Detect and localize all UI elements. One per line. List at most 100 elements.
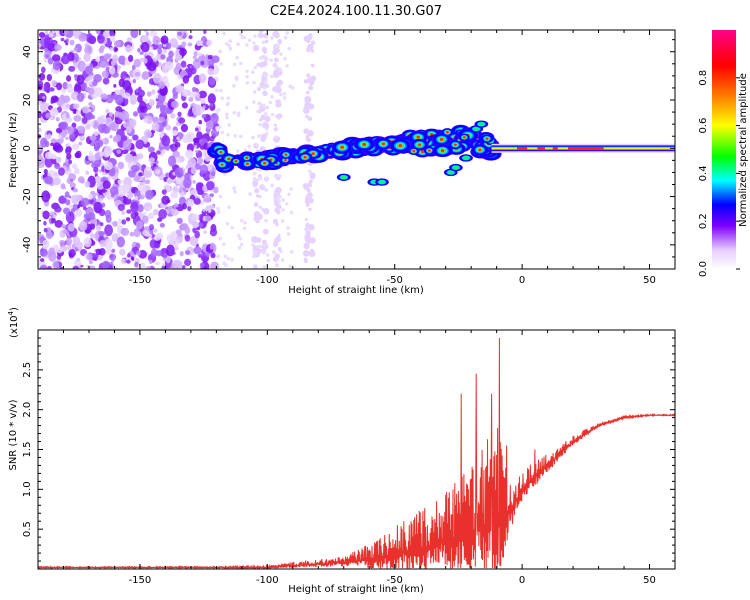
spectrogram-noise-dot [49,87,55,92]
spectrogram-noise-dot [197,52,203,57]
spectrogram-noise-dot [155,168,161,175]
spectrogram-faint-dot [285,31,290,35]
spectrogram-noise-dot [198,222,204,228]
spectrogram-faint-dot [273,123,277,127]
spectrogram-faint-dot [273,57,279,63]
spectrogram-noise-dot [143,129,152,139]
spectrogram-faint-dot [245,74,249,79]
spectrogram-noise-dot [149,224,154,229]
spectrogram-noise-dot [60,183,66,190]
spectrogram-noise-dot [180,123,188,133]
spectrogram-noise-dot [88,265,96,269]
spectrogram-noise-dot [197,253,203,258]
spectrogram-noise-dot [72,188,79,193]
spectrogram-faint-dot [227,44,232,48]
spectrogram-ridge-blob [427,149,431,152]
spectrogram-noise-dot [103,53,111,60]
spectrogram-faint-dot [273,174,278,178]
spectrogram-faint-dot [277,233,281,237]
spectrogram-faint-dot [307,224,315,231]
spectrogram-faint-dot [263,73,268,77]
spectrogram-noise-dot [131,256,135,261]
spectrogram-noise-dot [209,193,215,198]
spectrogram-noise-dot [136,250,141,256]
spectrogram-noise-dot [134,196,139,201]
spectrogram-faint-dot [275,99,279,104]
spectrogram-faint-dot [216,108,221,112]
spectrogram-faint-dot [225,115,229,120]
spectrogram-noise-dot [207,55,213,60]
spectrogram-noise-dot [96,181,105,190]
spectrogram-noise-dot [38,111,42,119]
spectrogram-noise-dot [72,108,77,114]
spectrogram-noise-dot [121,183,131,192]
spectrogram-faint-dot [223,254,228,259]
spectrogram-noise-dot [198,119,203,125]
y-tick-label: 2.0 [22,402,33,418]
spectrogram-noise-dot [159,105,166,112]
spectrogram-noise-dot [205,180,215,191]
spectrogram-noise-dot [209,244,214,250]
spectrogram-faint-dot [239,134,243,139]
spectrogram-noise-dot [188,97,194,102]
spectrogram-noise-dot [40,66,46,74]
spectrogram-faint-dot [259,56,263,60]
spectrogram-noise-dot [120,210,126,215]
spectrogram-ridge-blob [340,175,347,180]
spectrogram-noise-dot [213,186,219,194]
spectrogram-faint-dot [218,236,223,241]
spectrogram-noise-dot [71,194,79,205]
spectrogram-faint-dot [261,185,266,189]
spectrogram-faint-dot [287,46,292,51]
spectrogram-noise-dot [195,182,204,190]
spectrogram-faint-dot [257,168,262,172]
spectrogram-noise-dot [133,228,141,238]
spectrogram-noise-dot [87,87,95,95]
spectrogram-faint-dot [275,204,282,210]
spectrogram-ridge-blob [219,150,223,154]
spectrogram-faint-dot [308,179,313,184]
spectrogram-faint-dot [274,44,279,49]
x-tick-label: -100 [256,275,279,286]
chart-title: C2E4.2024.100.11.30.G07 [270,4,442,19]
spectrogram-noise-dot [207,93,216,105]
snr-x-label: Height of straight line (km) [288,584,424,595]
spectrogram-noise-dot [113,84,117,88]
spectrogram-faint-dot [233,189,237,194]
spectrogram-noise-dot [65,113,70,119]
spectrogram-noise-dot [192,221,200,228]
spectrogram-noise-dot [133,58,141,68]
spectrogram-noise-dot [54,219,63,228]
spectrogram-noise-dot [148,157,155,163]
spectrogram-faint-dot [280,258,285,262]
spectrogram-faint-dot [263,80,268,84]
spectrogram-faint-dot [269,58,273,62]
x-tick-label: 50 [643,275,656,286]
spectrogram-noise-dot [120,110,130,122]
spectrogram-faint-dot [218,49,222,54]
spectrogram-noise-dot [89,121,94,127]
spectrogram-noise-dot [202,184,208,192]
spectrogram-noise-dot [157,44,163,50]
spectrogram-noise-dot [38,99,43,105]
spectrogram-noise-dot [88,109,92,112]
spectrogram-noise-dot [193,50,198,57]
colorbar-ticks: 0.0 0.2 0.4 0.6 0.8 [698,70,740,277]
spectrogram-faint-dot [308,207,312,212]
spectrogram-noise-dot [52,60,61,71]
spectrogram-ridge-blob [311,152,315,156]
spectrogram-faint-dot [251,243,255,247]
y-tick-label: 0.5 [22,521,33,537]
spectrogram-faint-dot [270,36,274,40]
spectrogram-noise-dot [122,195,127,199]
spectrogram-faint-dot [306,137,312,143]
spectrogram-noise-dot [59,266,64,269]
spectrogram-noise-dot [129,118,137,128]
spectrogram-faint-dot [307,116,313,121]
spectrogram-faint-dot [226,96,231,100]
spectrogram-faint-dot [262,207,270,215]
spectrogram-noise-dot [170,191,178,199]
spectrogram-noise-dot [203,230,207,234]
spectrogram-noise-dot [44,175,54,185]
spectrogram-noise-dot [56,247,63,254]
